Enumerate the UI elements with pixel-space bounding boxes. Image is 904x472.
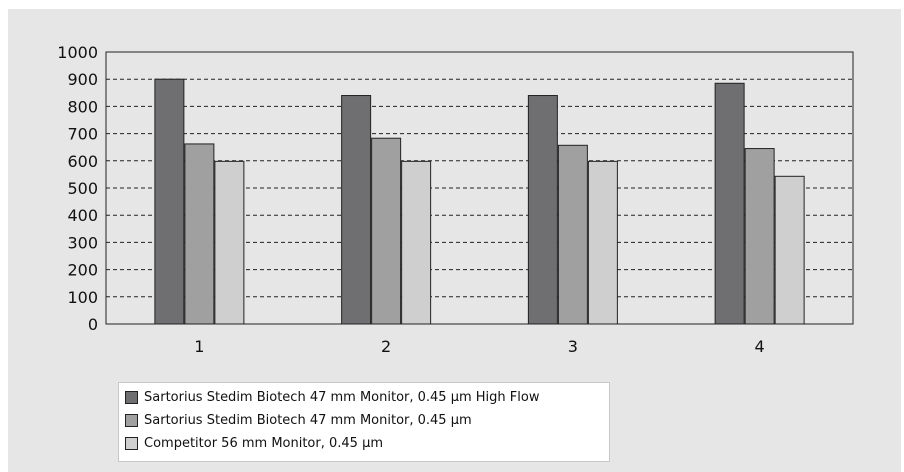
- bar-series1-cat3: [527, 95, 558, 325]
- bar-series2-cat1: [184, 143, 215, 325]
- y-tick-label-800: 800: [67, 97, 98, 116]
- bar-series3-cat4: [774, 175, 805, 325]
- bar-series1-cat2: [341, 95, 372, 325]
- legend-item-standard: Sartorius Stedim Biotech 47 mm Monitor, …: [125, 413, 472, 428]
- y-tick-label-700: 700: [67, 125, 98, 144]
- bar-chart: 0 100 200 300 400 500 600 700 800 900 1000 1 2 3 4: [57, 43, 854, 356]
- y-tick-label-200: 200: [67, 261, 98, 280]
- bar-series2-cat4: [744, 148, 775, 325]
- chart-legend: Sartorius Stedim Biotech 47 mm Monitor, …: [118, 382, 610, 462]
- legend-swatch-high-flow: [125, 391, 138, 404]
- legend-label-standard: Sartorius Stedim Biotech 47 mm Monitor, …: [144, 413, 472, 428]
- bar-series3-cat2: [401, 160, 432, 325]
- x-tick-label-1: 1: [194, 337, 204, 356]
- y-tick-label-500: 500: [67, 179, 98, 198]
- y-tick-label-100: 100: [67, 288, 98, 307]
- legend-item-high-flow: Sartorius Stedim Biotech 47 mm Monitor, …: [125, 390, 539, 405]
- legend-swatch-competitor: [125, 437, 138, 450]
- legend-label-high-flow: Sartorius Stedim Biotech 47 mm Monitor, …: [144, 390, 540, 405]
- chart-panel: 0 100 200 300 400 500 600 700 800 900 1000 1 2 3 4 Sar…: [8, 9, 901, 472]
- bar-series3-cat1: [214, 160, 245, 325]
- y-tick-label-400: 400: [67, 206, 98, 225]
- x-tick-label-4: 4: [755, 337, 765, 356]
- legend-label-competitor: Competitor 56 mm Monitor, 0.45 µm: [144, 436, 384, 451]
- bar-series3-cat3: [587, 160, 618, 325]
- bar-series1-cat1: [154, 78, 185, 325]
- y-tick-label-600: 600: [67, 152, 98, 171]
- x-tick-label-3: 3: [568, 337, 578, 356]
- bar-series1-cat4: [714, 82, 745, 325]
- y-tick-label-300: 300: [67, 233, 98, 252]
- y-tick-label-900: 900: [67, 70, 98, 89]
- y-tick-label-0: 0: [88, 315, 98, 334]
- bar-series2-cat2: [371, 137, 402, 325]
- plot-border: [105, 51, 854, 325]
- legend-item-competitor: Competitor 56 mm Monitor, 0.45 µm: [125, 436, 383, 451]
- legend-swatch-standard: [125, 414, 138, 427]
- bar-series2-cat3: [557, 144, 588, 325]
- x-tick-label-2: 2: [381, 337, 391, 356]
- y-tick-label-1000: 1000: [57, 43, 98, 62]
